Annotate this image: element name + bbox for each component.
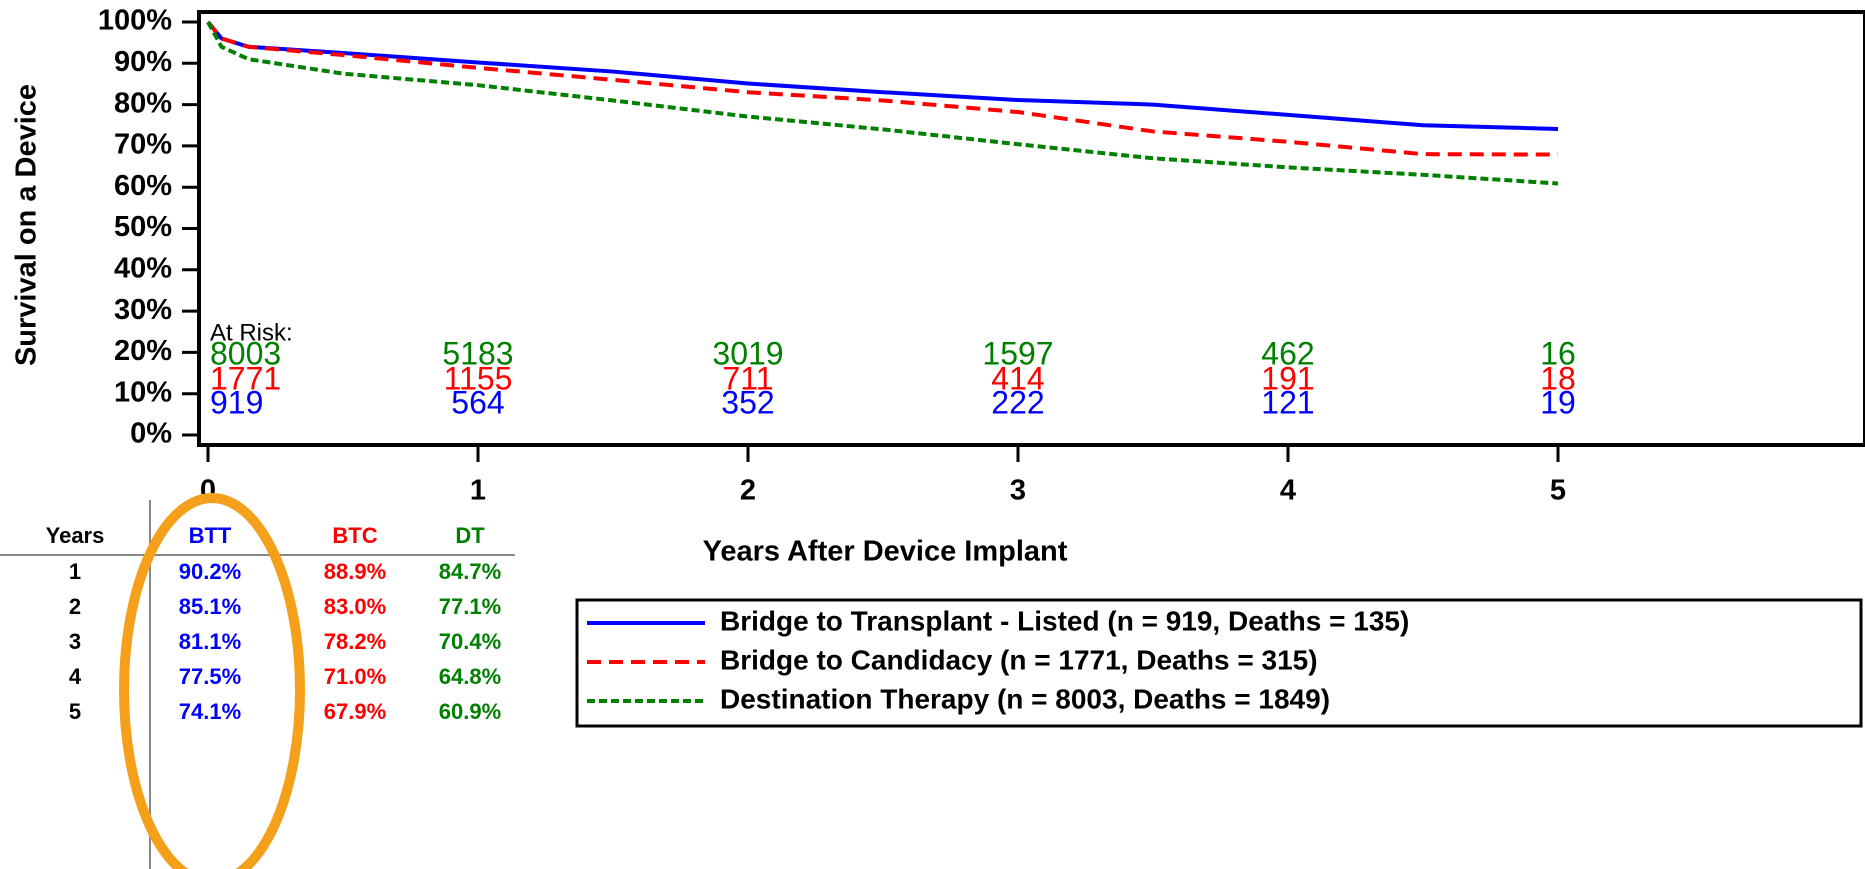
at-risk-count: 462 <box>1261 335 1314 371</box>
at-risk-count: 711 <box>722 360 773 396</box>
y-tick-label: 40% <box>114 252 172 284</box>
at-risk-count: 191 <box>1261 360 1314 396</box>
y-tick-label: 70% <box>114 129 172 161</box>
y-tick-label: 100% <box>98 5 172 37</box>
at-risk-count: 8003 <box>210 335 281 371</box>
at-risk-count: 222 <box>991 384 1044 420</box>
at-risk-count: 5183 <box>442 335 513 371</box>
table-cell: 4 <box>69 664 82 689</box>
at-risk-count: 352 <box>721 384 774 420</box>
highlight-ellipse <box>119 493 305 869</box>
table-cell: 85.1% <box>179 594 241 619</box>
table-cell: 81.1% <box>179 629 241 654</box>
table-header: Years <box>46 523 105 548</box>
y-axis-title: Survival on a Device <box>11 84 43 366</box>
table-cell: 71.0% <box>324 664 386 689</box>
table-header: BTT <box>189 523 232 548</box>
legend-label: Bridge to Candidacy (n = 1771, Deaths = … <box>720 644 1318 675</box>
table-cell: 64.8% <box>439 664 501 689</box>
x-tick-label: 4 <box>1280 475 1296 507</box>
legend-label: Bridge to Transplant - Listed (n = 919, … <box>720 605 1409 636</box>
table-cell: 83.0% <box>324 594 386 619</box>
legend-box <box>575 598 1863 728</box>
x-tick-label: 3 <box>1010 475 1026 507</box>
table-cell: 90.2% <box>179 559 241 584</box>
x-tick-label: 5 <box>1550 475 1566 507</box>
table-cell: 77.1% <box>439 594 501 619</box>
y-tick-label: 10% <box>114 376 172 408</box>
table-cell: 74.1% <box>179 699 241 724</box>
y-tick-label: 80% <box>114 87 172 119</box>
at-risk-count: 1771 <box>210 360 281 396</box>
at-risk-count: 919 <box>210 384 263 420</box>
table-cell: 77.5% <box>179 664 241 689</box>
at-risk-count: 18 <box>1540 360 1576 396</box>
legend-label: Destination Therapy (n = 8003, Deaths = … <box>720 683 1330 714</box>
at-risk-count: 19 <box>1540 384 1576 420</box>
y-tick-label: 60% <box>114 170 172 202</box>
at-risk-label: At Risk: <box>210 319 293 346</box>
table-cell: 88.9% <box>324 559 386 584</box>
at-risk-count: 121 <box>1261 384 1314 420</box>
at-risk-count: 564 <box>451 384 504 420</box>
table-cell: 70.4% <box>439 629 501 654</box>
survival-line <box>206 20 1559 157</box>
table-header: BTC <box>332 523 377 548</box>
table-cell: 1 <box>69 559 81 584</box>
y-tick-label: 90% <box>114 46 172 78</box>
survival-line <box>206 20 1559 131</box>
at-risk-count: 16 <box>1540 335 1576 371</box>
table-cell: 84.7% <box>439 559 501 584</box>
table-cell: 3 <box>69 629 81 654</box>
x-tick-label: 1 <box>470 475 486 507</box>
x-axis-title: Years After Device Implant <box>703 536 1068 568</box>
y-tick-label: 30% <box>114 294 172 326</box>
table-cell: 5 <box>69 699 81 724</box>
at-risk-count: 3019 <box>712 335 783 371</box>
table-cell: 67.9% <box>324 699 386 724</box>
table-cell: 60.9% <box>439 699 501 724</box>
table-header: DT <box>455 523 485 548</box>
table-cell: 2 <box>69 594 81 619</box>
at-risk-count: 1155 <box>444 360 513 396</box>
survival-line <box>206 21 1559 186</box>
y-tick-label: 0% <box>130 418 172 450</box>
table-cell: 78.2% <box>324 629 386 654</box>
at-risk-count: 414 <box>991 360 1044 396</box>
x-tick-label: 2 <box>740 475 756 507</box>
y-tick-label: 50% <box>114 211 172 243</box>
at-risk-count: 1597 <box>982 335 1053 371</box>
y-tick-label: 20% <box>114 335 172 367</box>
